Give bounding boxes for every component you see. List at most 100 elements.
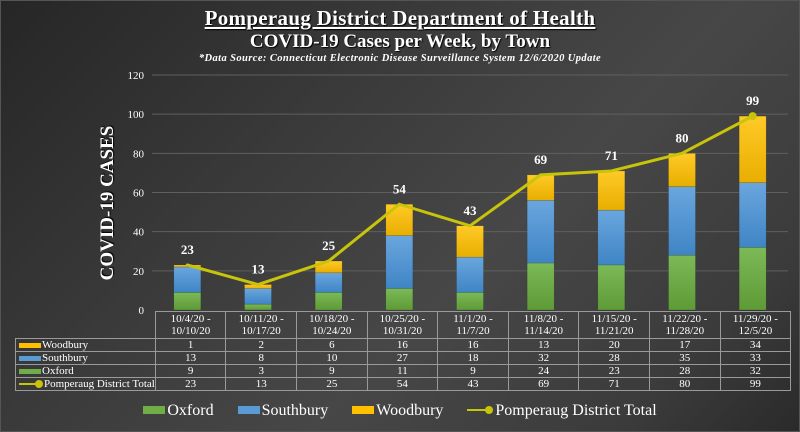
bar-oxford <box>456 292 484 311</box>
data-label: 80 <box>676 130 689 145</box>
bars <box>173 115 767 311</box>
color-swatch-icon <box>237 406 260 415</box>
legend: Oxford Southbury Woodbury Pomperaug Distric… <box>0 402 800 420</box>
data-source-note: *Data Source: Connecticut Electronic Dis… <box>198 53 602 64</box>
y-tick-label: 60 <box>133 188 145 200</box>
table-cell: 34 <box>719 338 792 352</box>
table-row-label: Pomperaug District Total <box>15 377 156 391</box>
data-table: 10/4/20 -10/10/20 10/11/20 -10/17/20 10/18… <box>15 311 792 391</box>
table-column-header: 11/15/20 -11/21/20 <box>578 311 650 339</box>
data-label: 23 <box>181 242 195 257</box>
table-cell: 8 <box>225 351 298 365</box>
data-label: 71 <box>605 148 618 163</box>
bar-southbury <box>314 272 343 293</box>
row-label-text: Southbury <box>42 352 88 364</box>
table-cell: 80 <box>649 377 721 391</box>
table-cell: 23 <box>578 364 650 378</box>
table-cell: 10 <box>296 351 368 365</box>
table-cell: 13 <box>507 338 580 352</box>
table-column-header: 11/22/20 -11/28/20 <box>649 311 721 339</box>
table-cell: 9 <box>296 364 368 378</box>
data-label: 43 <box>464 203 478 218</box>
bar-woodbury <box>385 204 414 236</box>
table-column-header: 10/18/20 -10/24/20 <box>296 311 368 339</box>
table-cell: 6 <box>296 338 368 352</box>
total-line-point <box>468 224 472 228</box>
table-cell: 13 <box>225 377 298 391</box>
table-cell: 32 <box>507 351 580 365</box>
total-line-point <box>185 263 189 267</box>
total-line-point <box>397 202 401 206</box>
bar-oxford <box>385 288 414 311</box>
y-axis-ticks: 0 20 40 60 80 100 120 <box>128 70 145 317</box>
table-row-label: Oxford <box>15 364 156 378</box>
bar-oxford <box>597 264 626 311</box>
table-cell: 3 <box>225 364 298 378</box>
table-cell: 32 <box>719 364 792 378</box>
table-cell: 24 <box>507 364 580 378</box>
table-cell: 23 <box>154 377 227 391</box>
total-line-point <box>539 173 543 177</box>
data-label: 25 <box>322 238 336 253</box>
chart-subtitle: COVID-19 Cases per Week, by Town <box>249 31 551 52</box>
bar-woodbury <box>597 170 626 211</box>
bar-southbury <box>173 266 202 293</box>
color-swatch-icon <box>19 342 41 348</box>
table-cell: 9 <box>437 364 509 378</box>
bar-oxford <box>668 254 696 311</box>
line-marker-icon <box>467 405 494 415</box>
y-tick-label: 40 <box>133 227 145 239</box>
color-swatch-icon <box>19 355 41 361</box>
color-swatch-icon <box>143 406 166 415</box>
data-label: 99 <box>746 93 760 108</box>
table-cell: 18 <box>437 351 509 365</box>
table-cell: 35 <box>649 351 721 365</box>
row-label-text: Pomperaug District Total <box>44 378 155 390</box>
bar-southbury <box>244 288 272 305</box>
legend-item: Woodbury <box>352 402 443 420</box>
bar-southbury <box>668 186 696 256</box>
total-line-point <box>748 112 757 121</box>
table-row-label: Woodbury <box>15 338 156 352</box>
table-corner <box>15 311 156 339</box>
table-column-header: 11/8/20 -11/14/20 <box>507 311 580 339</box>
table-cell: 25 <box>296 377 368 391</box>
table-cell: 13 <box>154 351 227 365</box>
table-cell: 33 <box>719 351 792 365</box>
legend-item: Pomperaug District Total <box>467 402 657 420</box>
table-cell: 54 <box>366 377 439 391</box>
legend-label: Woodbury <box>376 402 444 419</box>
table-header-row: 10/4/20 -10/10/20 10/11/20 -10/17/20 10/18… <box>15 311 792 339</box>
bar-woodbury <box>456 225 484 258</box>
table-column-header: 10/11/20 -10/17/20 <box>225 311 298 339</box>
table-cell: 28 <box>578 351 650 365</box>
y-tick-label: 120 <box>128 70 145 82</box>
bar-oxford <box>244 303 272 311</box>
total-line-point <box>609 169 613 173</box>
data-labels: 23 13 25 54 43 69 71 80 99 <box>181 93 760 276</box>
y-tick-label: 0 <box>139 305 145 317</box>
table-cell: 71 <box>578 377 650 391</box>
y-tick-label: 20 <box>133 266 145 278</box>
total-line <box>185 112 757 287</box>
bar-oxford <box>526 262 555 311</box>
table-column-header: 10/4/20 -10/10/20 <box>154 311 227 339</box>
table-cell: 1 <box>154 338 227 352</box>
bar-oxford <box>314 292 343 311</box>
bar-southbury <box>385 235 414 289</box>
color-swatch-icon <box>19 368 41 374</box>
table-cell: 69 <box>507 377 580 391</box>
legend-label: Oxford <box>167 402 214 419</box>
legend-label: Pomperaug District Total <box>495 402 657 419</box>
table-column-header: 11/29/20 -12/5/20 <box>719 311 792 339</box>
table-column-header: 11/1/20 -11/7/20 <box>437 311 509 339</box>
bar-southbury <box>597 209 626 266</box>
total-line-point <box>327 259 331 263</box>
table-row: Pomperaug District Total 23 13 25 54 43 69 71 80… <box>15 377 792 391</box>
table-cell: 16 <box>366 338 439 352</box>
table-row: Southbury 13 8 10 27 18 32 28 35 33 <box>15 351 792 365</box>
table-cell: 27 <box>366 351 439 365</box>
row-label-text: Woodbury <box>42 339 89 351</box>
table-cell: 9 <box>154 364 227 378</box>
